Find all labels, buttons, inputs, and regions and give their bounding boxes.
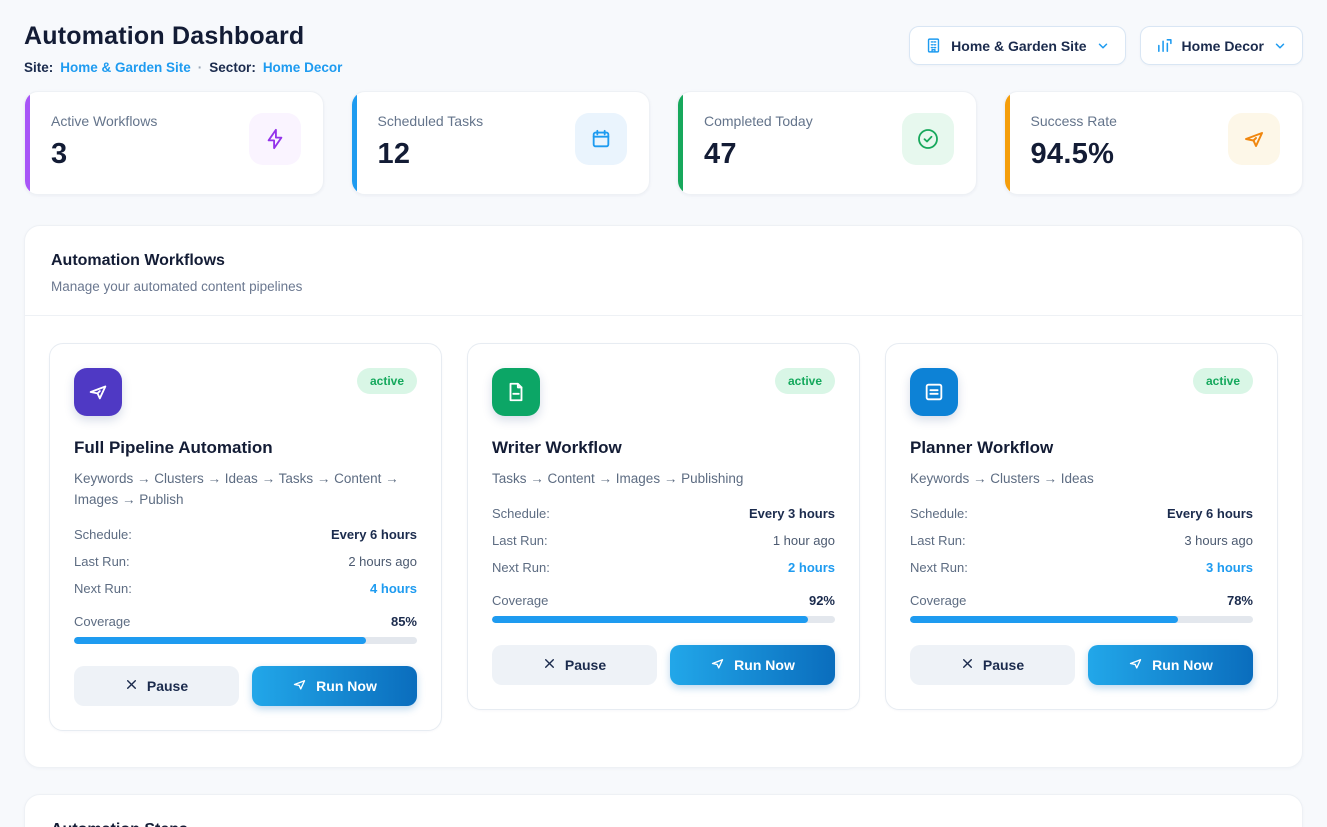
schedule-row: Schedule: Every 6 hours	[74, 526, 417, 542]
steps-section-header: Automation Steps Configure which steps a…	[25, 795, 1302, 827]
workflow-cards: active Full Pipeline Automation Keywords…	[25, 316, 1302, 767]
section-title: Automation Steps	[51, 821, 1276, 827]
stat-label: Success Rate	[1030, 113, 1117, 129]
workflow-title: Full Pipeline Automation	[74, 438, 273, 457]
workflow-card-writer: active Writer Workflow Tasks → Content →…	[467, 343, 860, 710]
workflow-card-planner: active Planner Workflow Keywords → Clust…	[885, 343, 1278, 710]
workflow-card-full-pipeline: active Full Pipeline Automation Keywords…	[49, 343, 442, 731]
building-icon	[925, 37, 942, 54]
workflow-title: Writer Workflow	[492, 438, 622, 457]
header-left: Automation Dashboard Site: Home & Garden…	[24, 22, 342, 75]
coverage-row: Coverage 92%	[492, 592, 835, 608]
section-subtitle: Manage your automated content pipelines	[51, 279, 303, 294]
last-run-row: Last Run: 3 hours ago	[910, 532, 1253, 548]
site-dropdown[interactable]: Home & Garden Site	[909, 26, 1126, 65]
workflow-pipeline: Tasks → Content → Images → Publishing	[492, 471, 744, 486]
x-icon	[543, 657, 556, 673]
last-run-row: Last Run: 1 hour ago	[492, 532, 835, 548]
schedule-row: Schedule: Every 3 hours	[492, 505, 835, 521]
send-icon	[1228, 113, 1280, 165]
header-controls: Home & Garden Site Home Decor	[909, 26, 1303, 65]
coverage-row: Coverage 78%	[910, 592, 1253, 608]
status-badge: active	[774, 368, 835, 394]
x-icon	[961, 657, 974, 673]
last-run-row: Last Run: 2 hours ago	[74, 553, 417, 569]
site-link[interactable]: Home & Garden Site	[60, 60, 191, 75]
stat-card-active-workflows: Active Workflows 3	[24, 91, 324, 195]
document-icon	[492, 368, 540, 416]
stat-card-success-rate: Success Rate 94.5%	[1003, 91, 1303, 195]
stat-accent-bar	[25, 92, 30, 194]
sector-dropdown-label: Home Decor	[1181, 37, 1264, 54]
send-icon	[292, 677, 307, 695]
stat-accent-bar	[678, 92, 683, 194]
sector-dropdown[interactable]: Home Decor	[1139, 26, 1303, 65]
workflow-pipeline: Keywords → Clusters → Ideas	[910, 471, 1094, 486]
workflow-title: Planner Workflow	[910, 438, 1054, 457]
stat-value: 12	[377, 138, 411, 170]
page-header: Automation Dashboard Site: Home & Garden…	[24, 22, 1303, 75]
stat-accent-bar	[1004, 92, 1010, 194]
status-badge: active	[356, 368, 417, 394]
stat-accent-bar	[351, 92, 357, 194]
stat-value: 3	[51, 138, 68, 170]
separator-dot: ·	[197, 60, 203, 75]
automation-workflows-section: Automation Workflows Manage your automat…	[24, 225, 1303, 768]
calendar-icon	[575, 113, 627, 165]
coverage-progress-bar	[74, 636, 417, 644]
automation-steps-section: Automation Steps Configure which steps a…	[24, 793, 1303, 827]
site-label: Site:	[24, 60, 54, 75]
workflow-pipeline: Keywords → Clusters → Ideas → Tasks → Co…	[74, 471, 399, 507]
run-now-button[interactable]: Run Now	[1088, 644, 1253, 685]
chevron-down-icon	[1096, 39, 1110, 53]
sector-label: Sector:	[209, 60, 256, 75]
send-icon	[710, 656, 725, 674]
bar-chart-icon	[1156, 37, 1173, 54]
stat-value: 94.5%	[1030, 138, 1115, 170]
lightning-icon	[248, 113, 301, 165]
coverage-row: Coverage 85%	[74, 613, 417, 629]
status-badge: active	[1192, 368, 1253, 394]
check-circle-icon	[901, 113, 954, 165]
stat-card-completed-today: Completed Today 47	[677, 91, 977, 195]
run-now-button[interactable]: Run Now	[252, 665, 417, 706]
run-now-button[interactable]: Run Now	[670, 644, 835, 685]
stat-label: Scheduled Tasks	[377, 113, 484, 129]
stat-label: Completed Today	[704, 113, 813, 129]
sector-link[interactable]: Home Decor	[262, 60, 343, 75]
stat-value: 47	[704, 138, 737, 170]
site-dropdown-label: Home & Garden Site	[951, 37, 1087, 54]
coverage-progress-bar	[910, 615, 1253, 623]
page-title: Automation Dashboard	[24, 22, 305, 50]
pause-button[interactable]: Pause	[74, 665, 239, 706]
pause-button[interactable]: Pause	[910, 644, 1075, 685]
send-icon	[74, 368, 122, 416]
schedule-row: Schedule: Every 6 hours	[910, 505, 1253, 521]
chevron-down-icon	[1273, 39, 1287, 53]
pause-button[interactable]: Pause	[492, 644, 657, 685]
coverage-progress-bar	[492, 615, 835, 623]
next-run-row: Next Run: 3 hours	[910, 559, 1253, 575]
stat-label: Active Workflows	[51, 113, 158, 129]
send-icon	[1128, 656, 1143, 674]
workflows-section-header: Automation Workflows Manage your automat…	[25, 226, 1302, 316]
list-icon	[910, 368, 958, 416]
stats-row: Active Workflows 3 Scheduled Tasks 12 Co…	[24, 91, 1303, 195]
breadcrumb: Site: Home & Garden Site · Sector: Home …	[24, 60, 342, 75]
next-run-row: Next Run: 4 hours	[74, 580, 417, 596]
stat-card-scheduled-tasks: Scheduled Tasks 12	[350, 91, 650, 195]
x-icon	[125, 678, 138, 694]
section-title: Automation Workflows	[51, 252, 225, 269]
next-run-row: Next Run: 2 hours	[492, 559, 835, 575]
